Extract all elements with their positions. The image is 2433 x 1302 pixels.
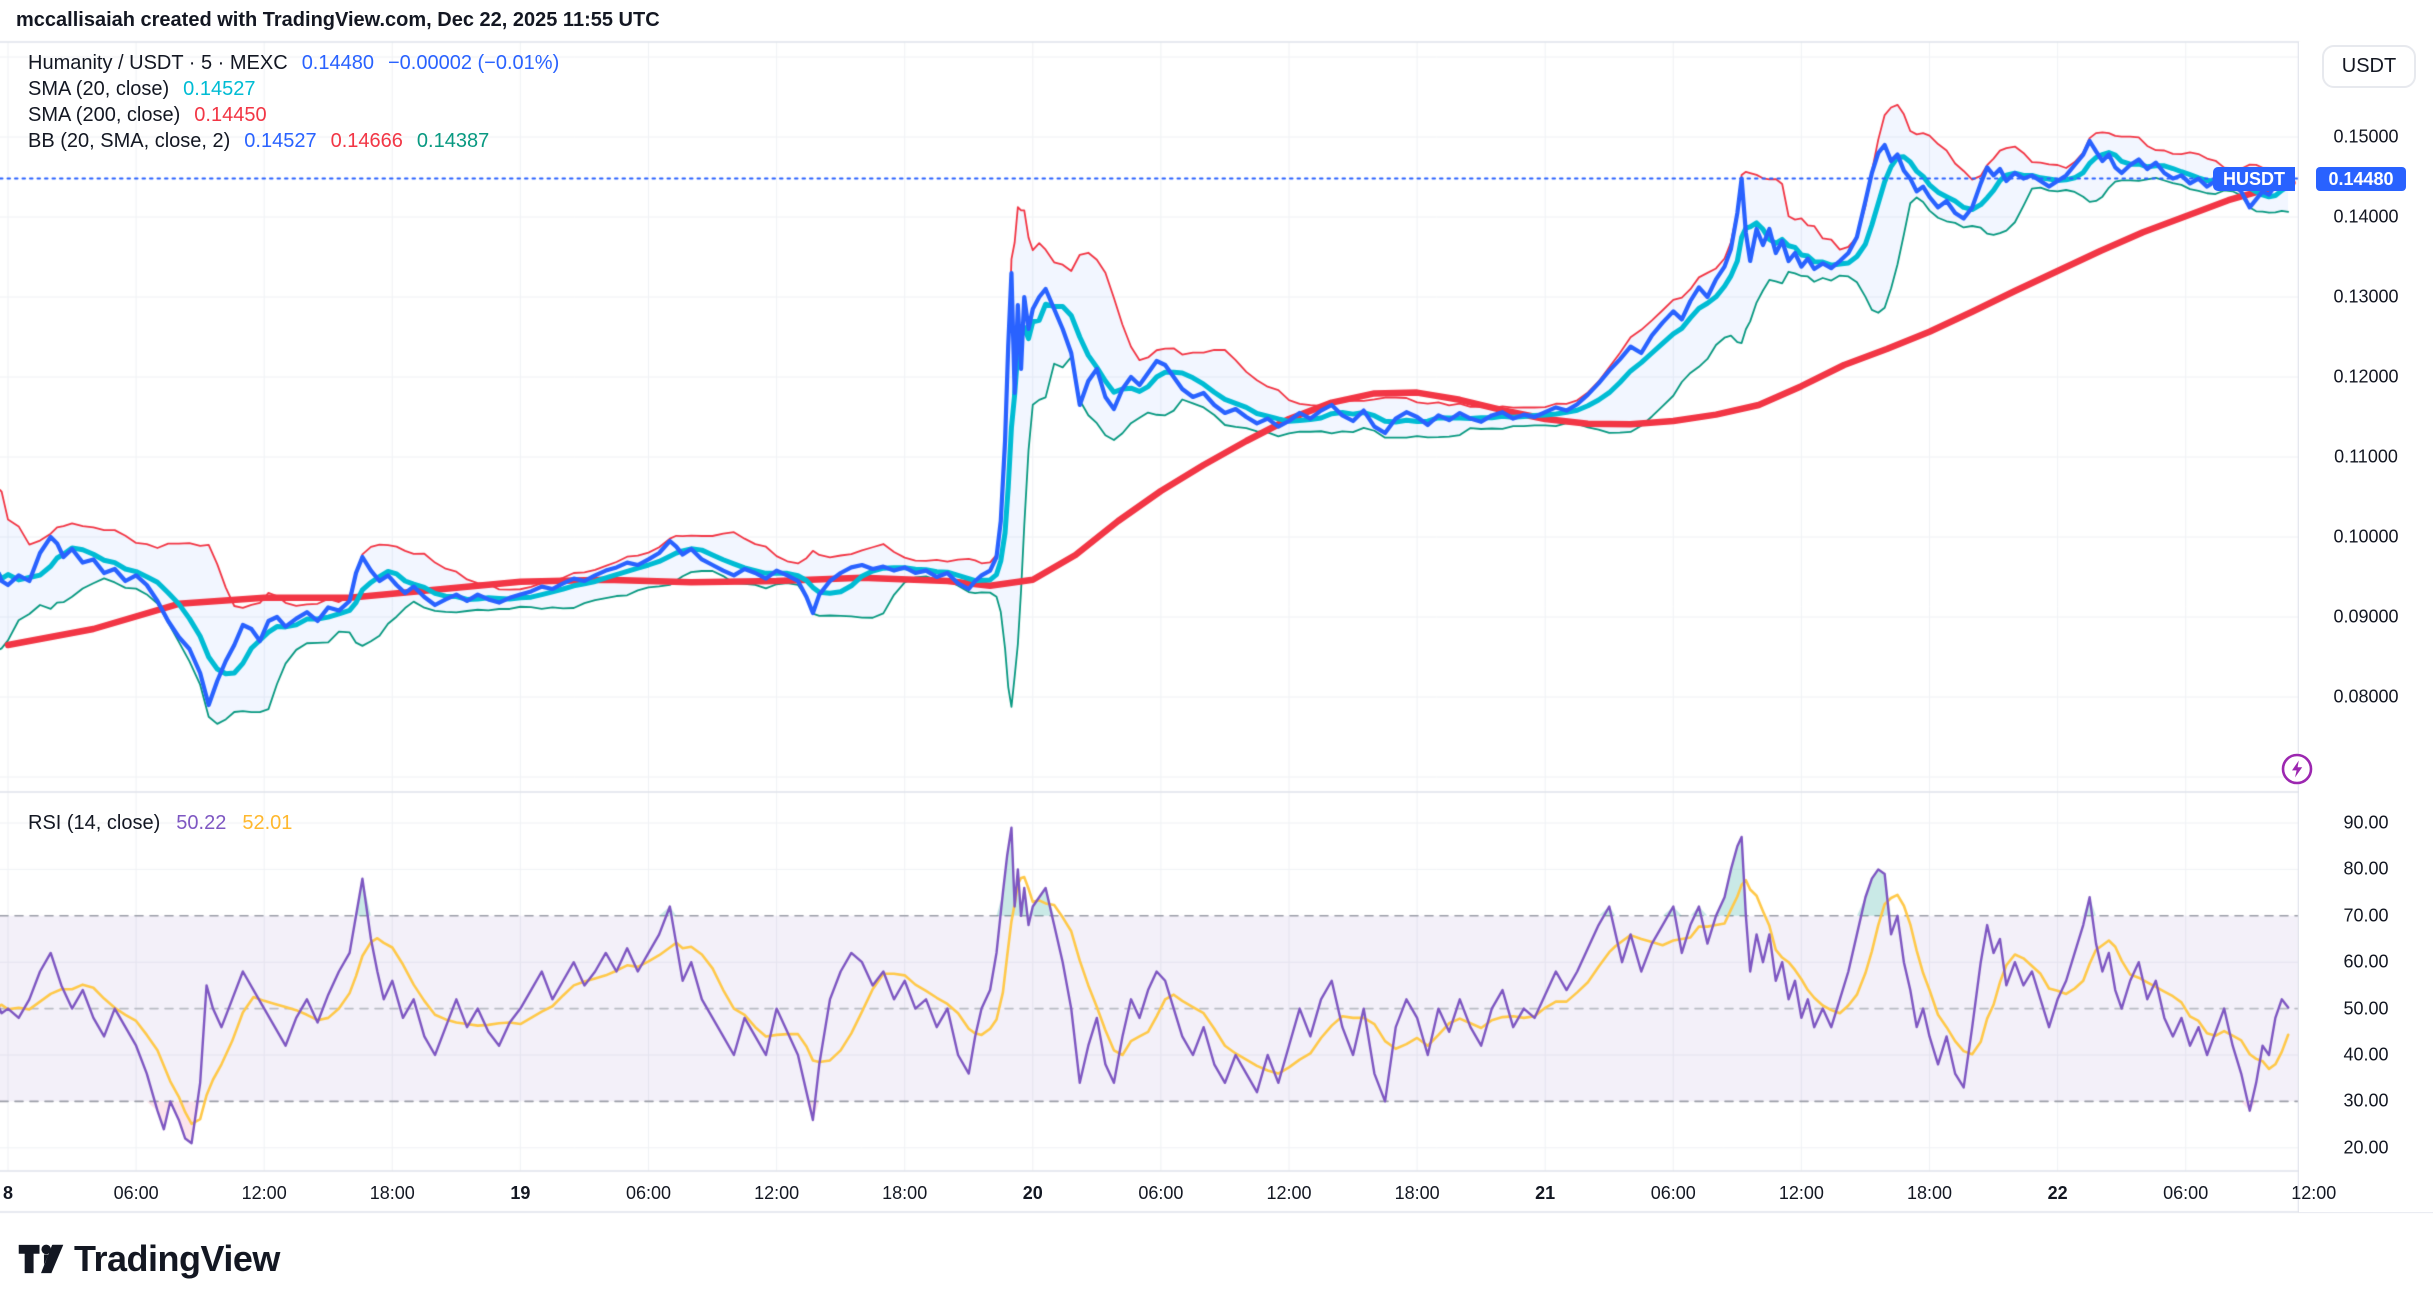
price-axis-label: 0.15000: [2333, 126, 2399, 147]
bb-basis-value: 0.14527: [244, 129, 317, 152]
rsi-ma-value: 52.01: [242, 812, 293, 834]
footer-logo[interactable]: TradingView: [18, 1238, 280, 1280]
sma20-label: SMA (20, close): [28, 77, 170, 100]
bb-label: BB (20, SMA, close, 2): [28, 129, 231, 152]
bb-legend-row[interactable]: BB (20, SMA, close, 2) 0.14527 0.14666 0…: [28, 128, 559, 154]
bb-upper-value: 0.14666: [330, 129, 403, 152]
time-axis-label: 18:00: [882, 1183, 928, 1203]
tradingview-logo-text: TradingView: [74, 1238, 280, 1279]
time-axis-label: 18:00: [369, 1183, 415, 1203]
price-axis-label: 0.14000: [2333, 206, 2399, 227]
price-axis-label: 0.09000: [2333, 606, 2399, 627]
rsi-axis-label: 70.00: [2343, 905, 2389, 926]
rsi-axis-label: 50.00: [2343, 998, 2389, 1019]
time-axis-label: 22: [2047, 1183, 2068, 1203]
time-axis-label: 18:00: [1906, 1183, 1953, 1203]
price-axis-label: 0.11000: [2334, 446, 2398, 467]
sma200-legend-row[interactable]: SMA (200, close) 0.14450: [28, 102, 559, 128]
last-price-value: 0.14480: [301, 51, 374, 74]
tradingview-logo-icon: [18, 1244, 64, 1274]
time-axis-label: 12:00: [1778, 1183, 1824, 1203]
rsi-axis-label: 40.00: [2343, 1044, 2389, 1065]
price-axis[interactable]: [2299, 42, 2433, 1212]
current-price-badge: 0.14480: [2316, 167, 2406, 191]
time-axis-label: 19: [510, 1183, 531, 1203]
rsi-value: 50.22: [176, 812, 227, 834]
price-pane-legend: Humanity / USDT · 5 · MEXC 0.14480 −0.00…: [28, 50, 559, 154]
symbol-legend-row[interactable]: Humanity / USDT · 5 · MEXC 0.14480 −0.00…: [28, 50, 559, 76]
time-axis-label: 8: [2, 1183, 14, 1203]
symbol-price-tag: HUSDT: [2213, 167, 2295, 191]
rsi-axis-label: 90.00: [2343, 812, 2389, 833]
time-axis-label: 06:00: [2163, 1183, 2209, 1203]
attribution-text: mccallisaiah created with TradingView.co…: [16, 9, 660, 31]
sma200-value: 0.14450: [194, 103, 267, 126]
price-axis-label: 0.12000: [2333, 366, 2399, 387]
price-axis-label: 0.10000: [2333, 526, 2399, 547]
time-axis-label: 20: [1022, 1183, 1043, 1203]
price-axis-label: 0.08000: [2333, 686, 2399, 707]
symbol-title: Humanity / USDT · 5 · MEXC: [28, 51, 288, 74]
price-change-value: −0.00002 (−0.01%): [387, 51, 560, 74]
bb-lower-value: 0.14387: [416, 129, 490, 152]
time-axis-label: 12:00: [1266, 1183, 1312, 1203]
time-axis-label: 18:00: [1394, 1183, 1440, 1203]
rsi-legend-row[interactable]: RSI (14, close) 50.22 52.01: [28, 812, 292, 835]
rsi-axis-label: 30.00: [2343, 1090, 2389, 1111]
boost-button[interactable]: [2280, 752, 2314, 786]
lightning-icon: [2281, 753, 2313, 785]
time-axis-label: 12:00: [241, 1183, 287, 1203]
rsi-label: RSI (14, close): [28, 812, 161, 834]
sma20-legend-row[interactable]: SMA (20, close) 0.14527: [28, 76, 559, 102]
time-axis-label: 12:00: [754, 1183, 800, 1203]
price-axis-label: 0.13000: [2333, 286, 2399, 307]
sma20-value: 0.14527: [183, 77, 256, 100]
rsi-axis-label: 80.00: [2343, 858, 2389, 879]
time-axis-label: 12:00: [2291, 1183, 2337, 1203]
time-axis-label: 06:00: [113, 1183, 159, 1203]
time-axis-label: 06:00: [625, 1183, 672, 1203]
currency-unit-button[interactable]: USDT: [2322, 45, 2416, 88]
sma200-label: SMA (200, close): [28, 103, 181, 126]
time-axis-label: 06:00: [1138, 1183, 1184, 1203]
time-axis-label: 21: [1535, 1183, 1556, 1203]
time-axis-label: 06:00: [1650, 1183, 1696, 1203]
rsi-axis-label: 20.00: [2343, 1137, 2389, 1158]
rsi-axis-label: 60.00: [2343, 951, 2389, 972]
